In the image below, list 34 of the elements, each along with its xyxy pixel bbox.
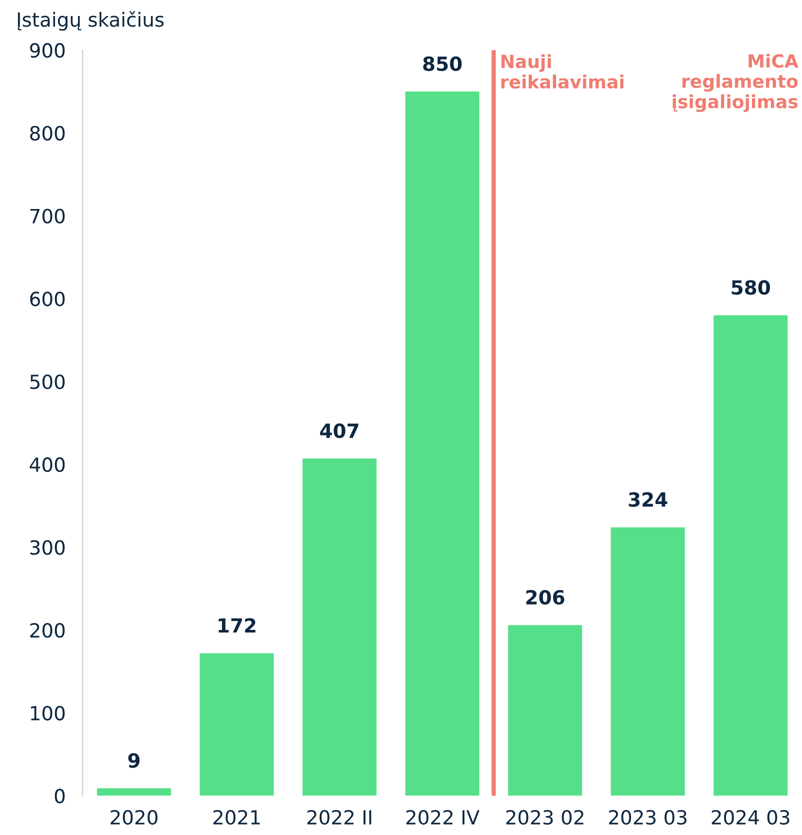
x-tick-label: 2024 03	[712, 810, 790, 825]
bar	[302, 458, 377, 796]
data-label: 206	[526, 590, 564, 605]
y-tick-label: 700	[30, 208, 65, 224]
x-tick-label: 2023 03	[609, 810, 686, 825]
bar	[714, 315, 788, 796]
data-label: 324	[628, 492, 668, 507]
x-tick-label: 2021	[213, 810, 260, 825]
y-tick-label: 300	[30, 540, 65, 555]
data-label: 580	[732, 280, 770, 295]
y-tick-label: 0	[54, 788, 65, 804]
x-tick-label: 2020	[110, 810, 158, 825]
data-label: 9	[128, 753, 140, 768]
y-tick-label: 600	[30, 292, 65, 306]
data-label: 172	[218, 618, 256, 633]
data-label: 850	[423, 56, 462, 72]
annotation: MiCA reglamento įsigaliojimas	[672, 54, 798, 112]
bar	[508, 625, 582, 796]
y-tick-label: 900	[30, 43, 65, 58]
bar	[610, 527, 685, 796]
y-tick-label: 100	[30, 706, 65, 721]
bar	[96, 788, 171, 796]
data-label: 407	[320, 423, 358, 438]
x-tick-label: 2022 IV	[406, 810, 480, 825]
x-tick-label: 2022 II	[307, 810, 372, 825]
y-tick-label: 800	[30, 126, 65, 141]
bar	[405, 92, 480, 796]
y-tick-label: 500	[30, 374, 65, 390]
x-tick-label: 2023 02	[506, 810, 584, 825]
y-axis-title: Įstaigų skaičius	[18, 11, 164, 31]
y-tick-label: 400	[30, 457, 65, 472]
ref-line-label: Nauji reikalavimai	[501, 54, 624, 89]
y-tick-label: 200	[30, 623, 65, 638]
bar	[200, 653, 274, 796]
